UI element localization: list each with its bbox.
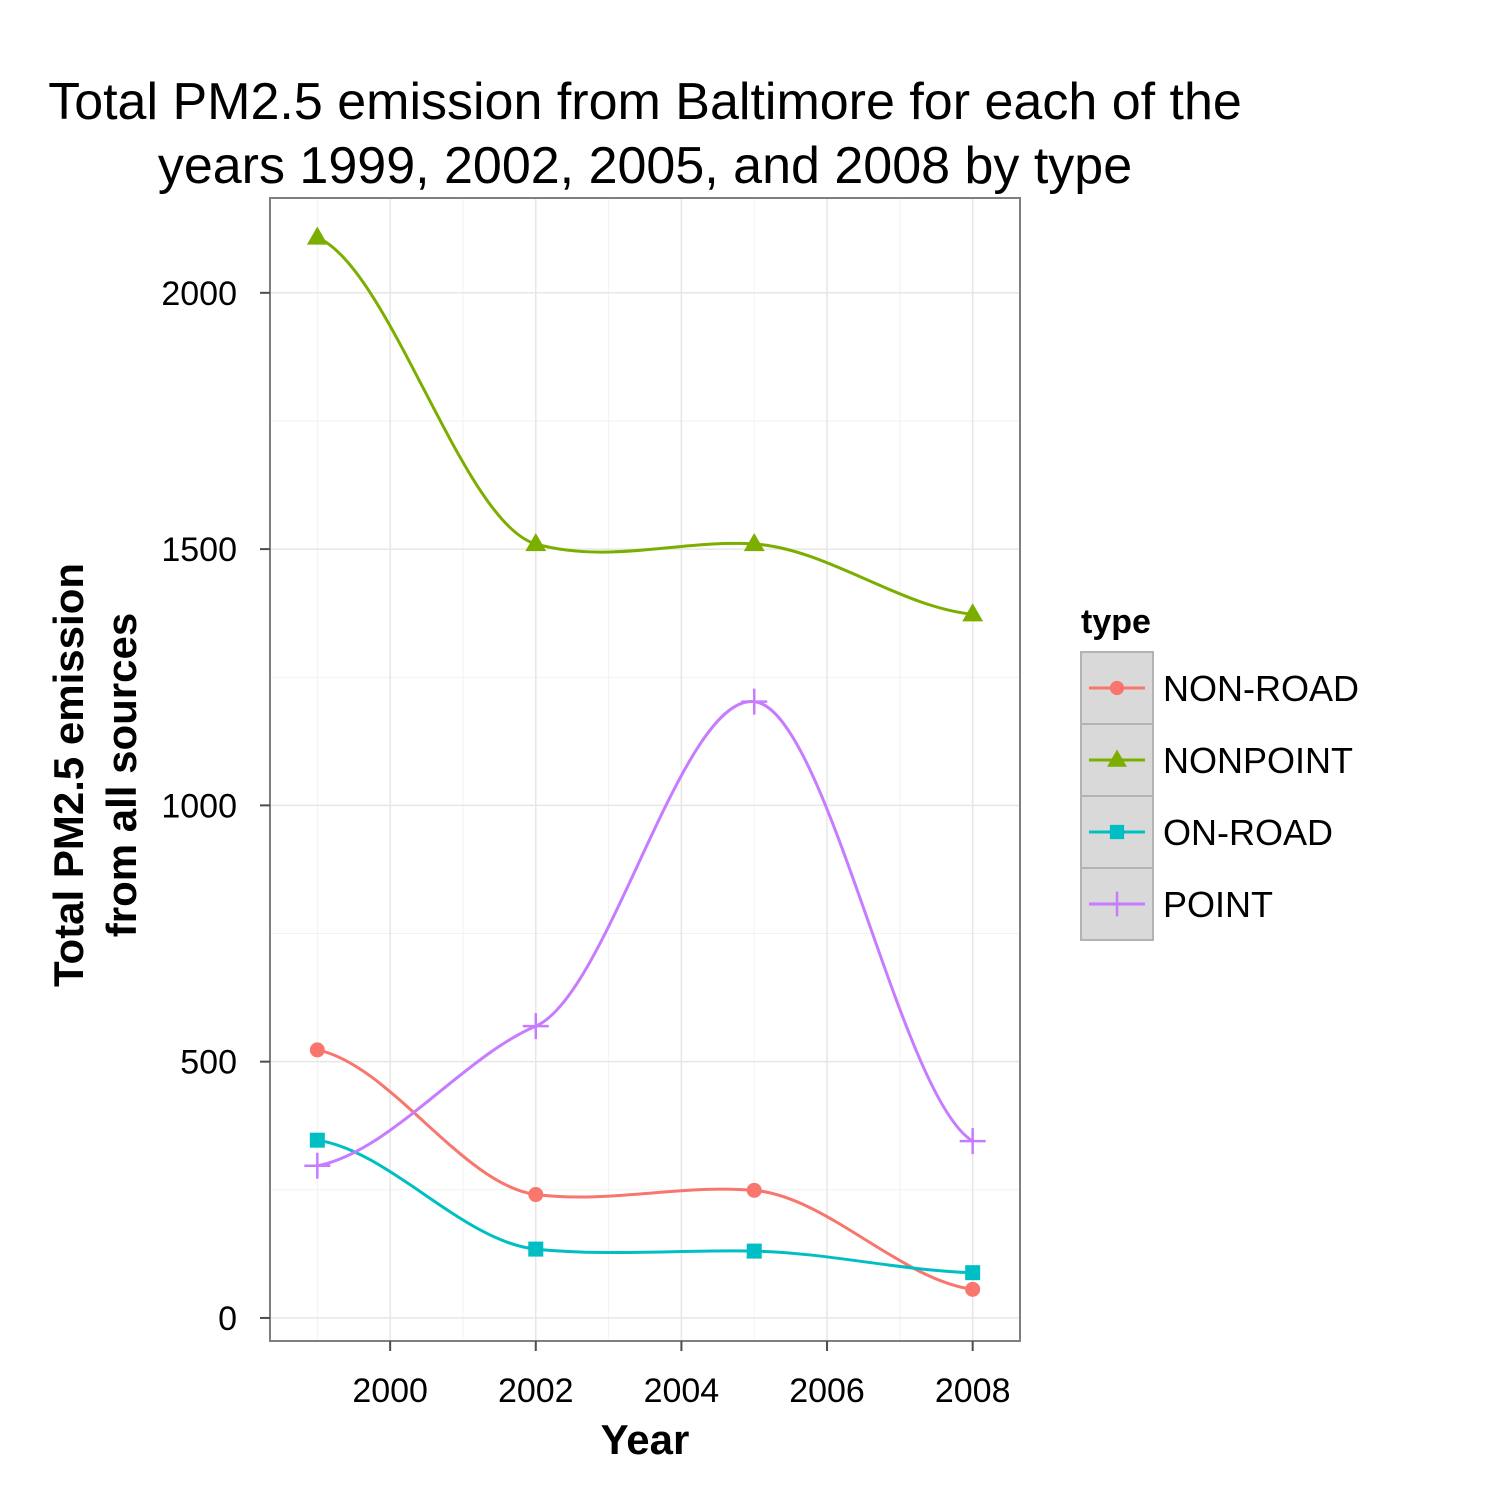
data-point-on-road	[309, 1132, 325, 1148]
legend-label-nonpoint: NONPOINT	[1163, 740, 1353, 781]
y-axis-title-line-2: from all sources	[98, 613, 145, 937]
data-point-non-road	[965, 1281, 981, 1297]
data-point-on-road	[528, 1241, 544, 1257]
y-tick-label: 1000	[161, 787, 237, 825]
panel-background	[270, 198, 1020, 1341]
y-axis-title: Total PM2.5 emission from all sources	[45, 563, 145, 987]
chart-title-line-2: years 1999, 2002, 2005, and 2008 by type	[158, 137, 1132, 195]
series-points	[304, 226, 986, 1297]
legend-label-point: POINT	[1163, 884, 1273, 925]
chart-title: Total PM2.5 emission from Baltimore for …	[48, 73, 1242, 195]
y-axis-title-line-1: Total PM2.5 emission	[45, 563, 92, 987]
y-tick-label: 2000	[161, 275, 237, 313]
x-tick-label: 2006	[789, 1372, 865, 1410]
data-point-point	[959, 1128, 986, 1155]
legend-key-marker	[1107, 749, 1127, 767]
data-point-nonpoint	[962, 603, 984, 622]
chart-title-line-1: Total PM2.5 emission from Baltimore for …	[48, 73, 1242, 131]
legend-title: type	[1081, 603, 1151, 641]
legend-key-marker	[1104, 891, 1130, 917]
panel-border	[269, 197, 1021, 1342]
legend: type NON-ROAD NONPOINT ON-ROAD POINT	[1080, 603, 1359, 941]
legend-label-on-road: ON-ROAD	[1163, 812, 1333, 853]
data-point-point	[304, 1152, 331, 1179]
data-point-non-road	[746, 1182, 762, 1198]
series-lines	[316, 236, 974, 1291]
data-point-non-road	[528, 1187, 544, 1203]
data-point-nonpoint	[306, 226, 328, 245]
data-point-on-road	[965, 1265, 981, 1281]
series-line-on-road	[317, 1138, 973, 1275]
series-line-point	[317, 700, 974, 1168]
legend-key-marker	[1109, 680, 1125, 696]
x-axis-title: Year	[601, 1416, 690, 1463]
plot-panel	[270, 198, 1020, 1341]
y-tick-label: 1500	[161, 531, 237, 569]
data-point-point	[741, 688, 768, 715]
data-point-nonpoint	[525, 532, 547, 552]
legend-key-marker	[1109, 824, 1125, 840]
x-tick-label: 2004	[644, 1372, 720, 1410]
series-line-non-road	[317, 1048, 973, 1291]
y-tick-label: 500	[180, 1044, 237, 1082]
x-tick-label: 2008	[935, 1372, 1011, 1410]
x-tick-label: 2000	[352, 1372, 428, 1410]
data-point-on-road	[746, 1243, 762, 1259]
y-tick-label: 0	[218, 1300, 237, 1338]
data-point-non-road	[309, 1042, 325, 1058]
data-point-nonpoint	[743, 532, 765, 552]
data-point-point	[522, 1013, 549, 1040]
axes: 2000 2002 2004 2006 2008 0 500 1000 1500 2000	[161, 197, 1021, 1410]
series-line-nonpoint	[316, 236, 973, 616]
x-tick-label: 2002	[498, 1372, 574, 1410]
legend-label-non-road: NON-ROAD	[1163, 668, 1359, 709]
